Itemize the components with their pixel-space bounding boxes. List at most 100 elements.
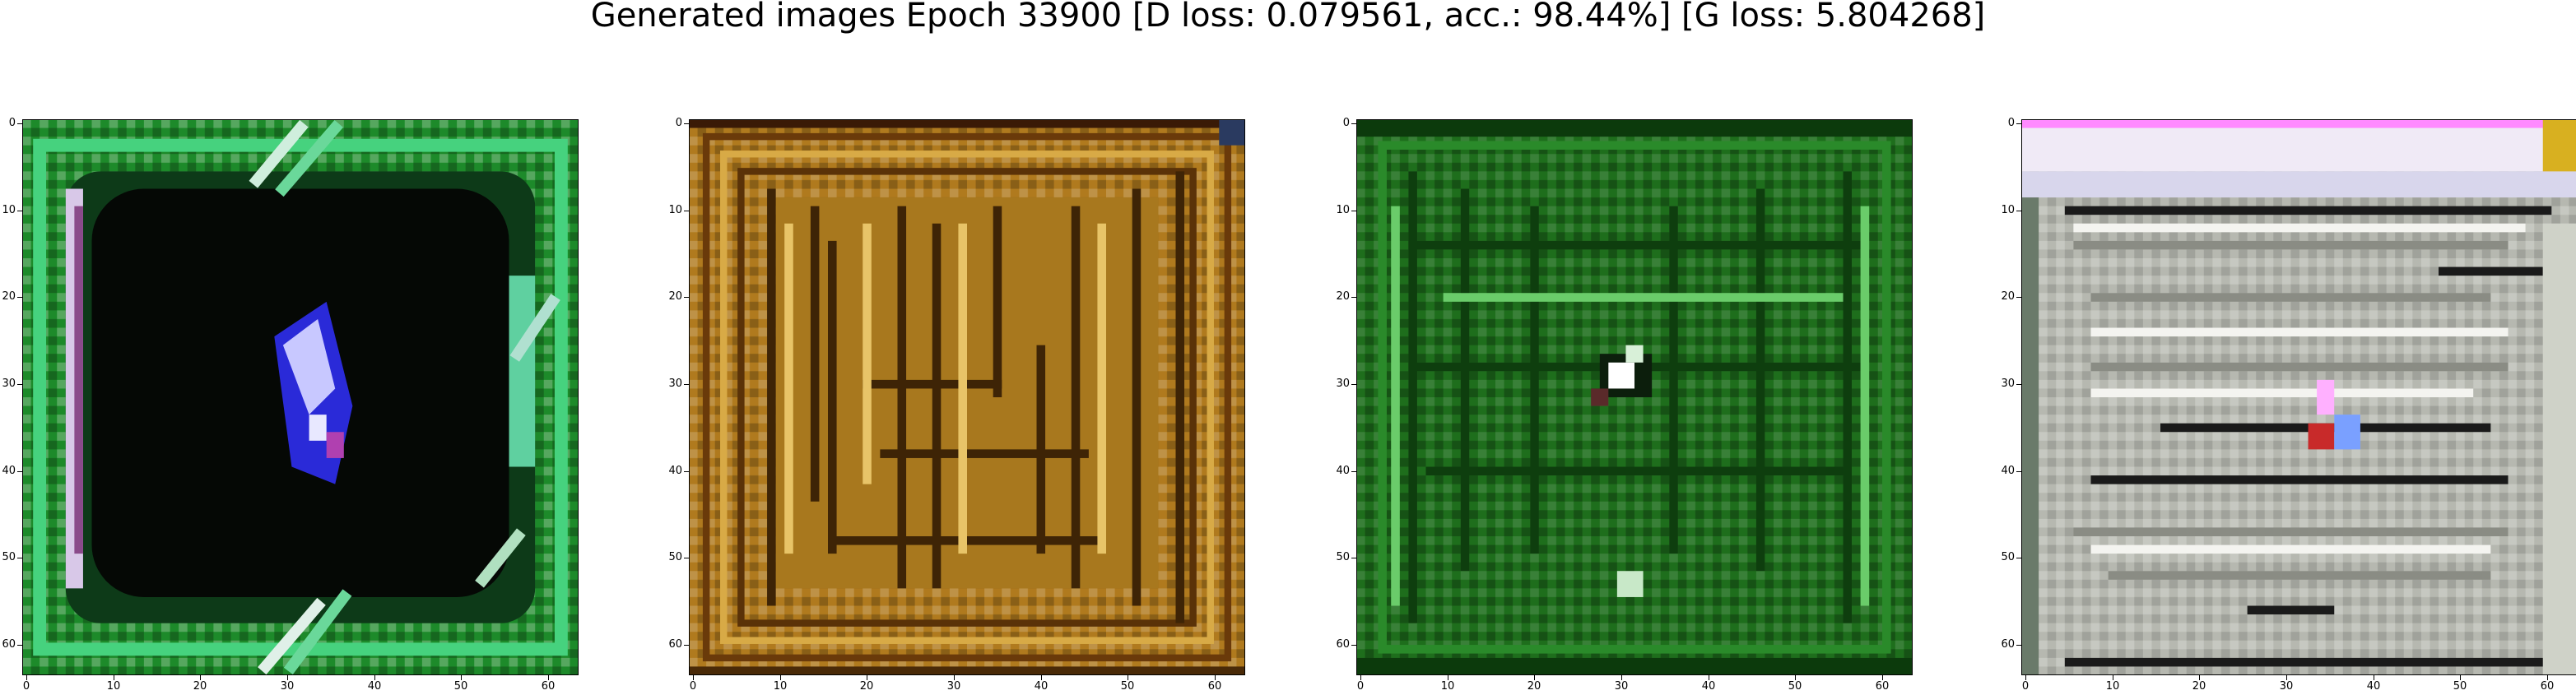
x-tick-label: 10 [773,680,788,693]
y-tick-label: 30 [2001,378,2015,390]
y-tick-label: 0 [1342,117,1350,129]
y-tick-label: 30 [1336,378,1350,390]
y-tick-mark [684,645,689,646]
x-tick-mark [693,675,694,680]
y-tick-mark [2016,471,2021,472]
y-tick-mark [17,297,22,298]
y-tick-label: 40 [668,465,682,477]
subplot-3: 0 10 20 30 40 50 60 0 10 20 30 40 50 60 [1336,118,1913,693]
generated-image-2 [689,119,1245,675]
y-tick-label: 20 [2001,290,2015,303]
x-tick-label: 50 [1788,680,1802,693]
x-tick-mark [461,675,462,680]
x-tick-mark [2286,675,2287,680]
generated-image-3 [1356,119,1913,675]
x-tick-label: 20 [1527,680,1541,693]
x-tick-mark [374,675,375,680]
y-tick-label: 0 [675,117,682,129]
y-tick-label: 60 [668,638,682,651]
x-tick-mark [2199,675,2200,680]
x-tick-label: 30 [2279,680,2294,693]
x-tick-label: 40 [2366,680,2381,693]
y-tick-label: 40 [1336,465,1350,477]
y-tick-label: 50 [668,551,682,563]
y-tick-mark [684,384,689,385]
x-tick-label: 30 [280,680,295,693]
y-tick-label: 60 [2001,638,2015,651]
x-tick-label: 30 [1614,680,1629,693]
x-tick-label: 30 [946,680,961,693]
y-tick-mark [1351,123,1356,124]
y-tick-mark [1351,471,1356,472]
x-tick-mark [287,675,288,680]
x-tick-mark [548,675,549,680]
x-tick-mark [1795,675,1796,680]
x-tick-mark [2547,675,2548,680]
x-tick-label: 0 [22,680,30,693]
x-tick-label: 40 [367,680,382,693]
x-tick-label: 0 [1356,680,1365,693]
y-tick-label: 50 [2001,551,2015,563]
subplot-4: 0 10 20 30 40 50 60 0 10 20 30 40 50 60 [2001,118,2576,693]
generated-image-4 [2021,119,2576,675]
x-tick-mark [2460,675,2461,680]
y-tick-mark [2016,123,2021,124]
y-tick-mark [17,471,22,472]
subplot-2: 0 10 20 30 40 50 60 0 10 20 30 40 50 60 [668,118,1245,693]
y-tick-mark [1351,384,1356,385]
x-tick-label: 0 [689,680,697,693]
y-tick-mark [684,471,689,472]
y-tick-mark [2016,384,2021,385]
y-tick-mark [1351,645,1356,646]
x-tick-label: 50 [1120,680,1135,693]
x-tick-label: 50 [453,680,468,693]
x-tick-label: 50 [2453,680,2467,693]
x-tick-mark [1041,675,1042,680]
x-tick-mark [1360,675,1361,680]
y-tick-label: 30 [2,378,16,390]
y-tick-label: 20 [1336,290,1350,303]
x-tick-label: 40 [1034,680,1049,693]
y-tick-label: 10 [2001,204,2015,216]
x-tick-mark [200,675,201,680]
y-tick-label: 0 [8,117,16,129]
y-tick-mark [684,297,689,298]
y-tick-label: 40 [2,465,16,477]
x-tick-mark [1534,675,1535,680]
y-tick-label: 40 [2001,465,2015,477]
x-tick-mark [1882,675,1883,680]
y-tick-label: 30 [668,378,682,390]
y-tick-mark [17,123,22,124]
y-tick-mark [17,645,22,646]
x-tick-label: 20 [2192,680,2206,693]
x-tick-label: 60 [1207,680,1222,693]
y-tick-mark [2016,645,2021,646]
y-tick-label: 10 [2,204,16,216]
x-tick-mark [1215,675,1216,680]
y-tick-mark [2016,297,2021,298]
x-tick-mark [2025,675,2026,680]
x-tick-label: 10 [2105,680,2120,693]
x-tick-label: 0 [2021,680,2030,693]
y-tick-label: 50 [2,551,16,563]
x-tick-label: 10 [1440,680,1455,693]
x-tick-label: 20 [859,680,874,693]
y-tick-mark [17,384,22,385]
y-tick-label: 60 [1336,638,1350,651]
x-tick-label: 60 [1875,680,1890,693]
x-tick-mark [1621,675,1622,680]
generated-image-1 [22,119,579,675]
subplot-1: 0 10 20 30 40 50 60 0 10 20 30 40 50 60 [2,118,579,693]
y-tick-label: 10 [1336,204,1350,216]
x-tick-label: 20 [193,680,207,693]
y-tick-mark [684,123,689,124]
x-tick-label: 40 [1701,680,1716,693]
x-tick-label: 60 [541,680,556,693]
y-tick-label: 20 [668,290,682,303]
y-tick-label: 50 [1336,551,1350,563]
x-tick-label: 10 [106,680,121,693]
x-tick-mark [954,675,955,680]
y-tick-mark [1351,297,1356,298]
y-tick-label: 60 [2,638,16,651]
figure-title: Generated images Epoch 33900 [D loss: 0.… [590,0,1986,35]
